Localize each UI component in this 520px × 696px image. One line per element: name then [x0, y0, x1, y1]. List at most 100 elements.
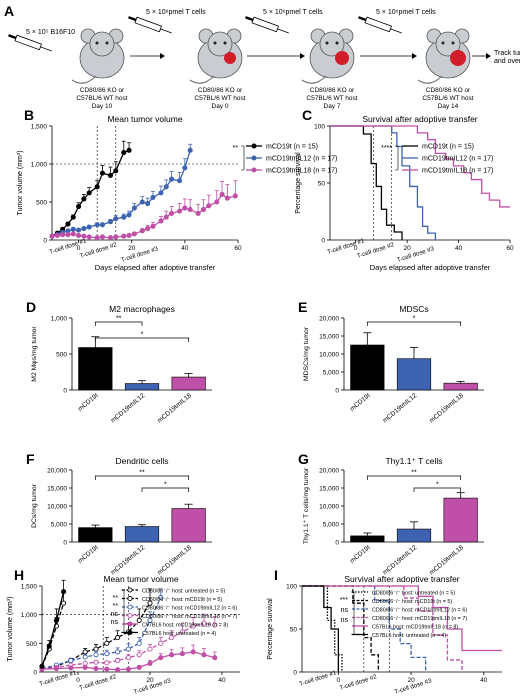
x-tick-label: 60	[234, 245, 242, 252]
bar	[171, 376, 206, 391]
series-line	[302, 585, 427, 672]
data-point	[190, 623, 196, 629]
data-point	[136, 617, 142, 623]
mouse-icon-1	[71, 28, 125, 84]
significance-mark: **	[139, 470, 145, 477]
host-label-line1: CD80/86 KO or	[310, 87, 355, 94]
data-point	[182, 165, 188, 171]
data-point	[147, 660, 153, 666]
data-point	[121, 214, 127, 220]
significance-mark: ns	[341, 617, 349, 624]
data-point	[212, 622, 218, 628]
data-point	[70, 214, 76, 220]
category-label: mCD19tmIL12	[110, 392, 147, 425]
data-point	[113, 216, 119, 222]
y-tick-label: 0	[293, 670, 297, 677]
day-label: Day 0	[212, 103, 229, 110]
x-tick-label: 20	[407, 677, 415, 684]
bar	[350, 535, 385, 543]
data-point	[212, 655, 218, 661]
data-point	[93, 666, 99, 672]
significance-bracket	[121, 589, 125, 633]
data-point	[104, 666, 110, 672]
data-point	[113, 234, 119, 240]
data-point	[219, 191, 225, 197]
syringe-barrel	[134, 16, 162, 33]
y-tick-label: 500	[36, 200, 47, 207]
category-label: mCD19tmIL12	[110, 544, 147, 577]
syringe-plunger	[8, 34, 17, 40]
significance-mark: *	[413, 316, 416, 323]
bar	[443, 382, 478, 391]
data-point	[136, 640, 142, 646]
y-tick-label: 0	[335, 540, 339, 547]
legend-entry: CD80/86⁻/⁻ host: mCD19t (n = 5)	[142, 597, 222, 603]
panel-letter-a: A	[4, 3, 14, 19]
bar	[350, 344, 385, 391]
data-point	[139, 199, 145, 205]
y-tick-label: 5,000	[323, 522, 340, 529]
y-axis-label: MDSCs/mg tumor	[303, 326, 310, 381]
host-label-line1: CD80/86 KO or	[198, 87, 243, 94]
x-tick-label: 40	[480, 677, 488, 684]
data-point	[104, 640, 110, 646]
y-tick-label: 500	[26, 641, 37, 648]
category-label: mCD19tmIL12	[382, 544, 419, 577]
syringe-plunger	[245, 16, 254, 22]
data-point	[121, 233, 127, 239]
data-point	[46, 643, 52, 649]
y-tick-label: 1,000	[31, 162, 48, 169]
y-tick-label: 50	[290, 627, 298, 634]
flow-arrow-head	[486, 53, 491, 59]
series-line	[302, 585, 463, 672]
y-tick-label: 50	[318, 181, 326, 188]
data-point	[81, 226, 87, 232]
data-point	[99, 170, 106, 176]
data-point	[115, 667, 121, 673]
data-point	[179, 629, 185, 635]
panel-letter-d: D	[26, 299, 36, 315]
mouse-head	[319, 31, 345, 57]
data-point	[150, 194, 156, 200]
data-point	[214, 199, 220, 205]
data-point	[49, 233, 55, 239]
chart-D: D M2 macrophages 0 500 1,000 M2 Mφs/mg tumor m…	[26, 299, 212, 424]
data-point	[147, 617, 153, 623]
significance-mark: ns	[111, 619, 119, 626]
chart-G: G Thy1.1⁺ T cells 0 5,000 10,000 15,000 20,000…	[298, 451, 484, 576]
y-tick-label: 1,000	[51, 316, 68, 323]
data-point	[82, 654, 88, 660]
y-tick-label: 5,000	[51, 522, 68, 529]
mouse-icon-2	[189, 28, 243, 84]
data-point	[68, 657, 74, 664]
x-tick-label: 40	[218, 677, 226, 684]
data-point	[65, 221, 71, 227]
syringe-needle	[160, 28, 172, 34]
syringe-plunger	[128, 16, 137, 22]
category-label: mCD19tmIL12	[382, 392, 419, 425]
y-axis-label: M2 Mφs/mg tumor	[31, 326, 38, 382]
x-tick-label: 40	[181, 245, 189, 252]
data-point	[70, 226, 76, 232]
y-axis-label: Percentage survival	[267, 598, 274, 660]
legend-entry: CD80/86⁻/⁻ host: mCD19t (n = 5)	[372, 599, 452, 605]
legend-entry: CD80/86⁻/⁻ host: untreated (n = 5)	[372, 590, 455, 596]
data-point	[115, 635, 121, 641]
bar	[171, 508, 206, 543]
legend-marker	[127, 621, 133, 627]
bar	[78, 347, 113, 391]
chart-title: Survival after adoptive transfer	[344, 574, 459, 584]
legend-entry: mCD19tmIL18 (n = 17)	[266, 167, 337, 174]
y-tick-label: 100	[286, 584, 297, 591]
panel-letter-c: C	[302, 107, 312, 123]
x-tick-label: 0	[77, 245, 81, 252]
data-point	[53, 617, 59, 623]
data-point	[125, 646, 131, 652]
data-point	[169, 210, 175, 216]
x-axis-label: Days elapsed after adoptive transfer	[370, 263, 491, 272]
data-point	[158, 594, 164, 601]
data-point	[125, 655, 131, 661]
y-axis-label: Thy1.1⁺ T cells/mg tumor	[303, 467, 310, 544]
panel-letter-g: G	[298, 451, 309, 467]
syringe-needle	[277, 28, 289, 34]
